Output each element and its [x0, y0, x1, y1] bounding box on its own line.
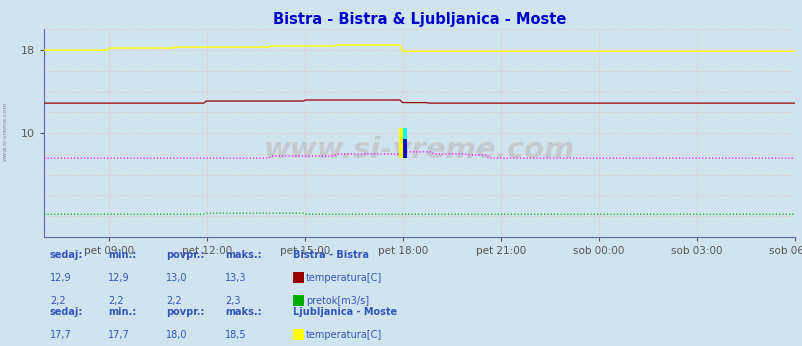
Text: 12,9: 12,9: [108, 273, 130, 283]
Text: www.si-vreme.com: www.si-vreme.com: [264, 136, 574, 164]
Title: Bistra - Bistra & Ljubljanica - Moste: Bistra - Bistra & Ljubljanica - Moste: [273, 12, 565, 27]
Text: 13,3: 13,3: [225, 273, 246, 283]
Bar: [403, 139, 407, 158]
Text: 13,0: 13,0: [166, 273, 188, 283]
Text: 2,2: 2,2: [50, 297, 65, 307]
Text: sedaj:: sedaj:: [50, 307, 83, 317]
Text: povpr.:: povpr.:: [166, 250, 205, 260]
Text: povpr.:: povpr.:: [166, 307, 205, 317]
Text: Bistra - Bistra: Bistra - Bistra: [293, 250, 369, 260]
Text: temperatura[C]: temperatura[C]: [306, 330, 382, 340]
Text: 17,7: 17,7: [50, 330, 71, 340]
Text: pretok[m3/s]: pretok[m3/s]: [306, 297, 369, 307]
Bar: [399, 128, 407, 158]
Text: 12,9: 12,9: [50, 273, 71, 283]
Text: 2,2: 2,2: [166, 297, 181, 307]
Text: 18,0: 18,0: [166, 330, 188, 340]
Text: www.si-vreme.com: www.si-vreme.com: [3, 102, 8, 161]
Text: maks.:: maks.:: [225, 307, 261, 317]
Text: Ljubljanica - Moste: Ljubljanica - Moste: [293, 307, 397, 317]
Text: maks.:: maks.:: [225, 250, 261, 260]
Text: min.:: min.:: [108, 250, 136, 260]
Text: min.:: min.:: [108, 307, 136, 317]
Text: 18,5: 18,5: [225, 330, 246, 340]
Text: 2,3: 2,3: [225, 297, 240, 307]
Text: 2,2: 2,2: [108, 297, 124, 307]
Text: 17,7: 17,7: [108, 330, 130, 340]
Text: sedaj:: sedaj:: [50, 250, 83, 260]
Text: temperatura[C]: temperatura[C]: [306, 273, 382, 283]
Bar: [399, 128, 403, 158]
